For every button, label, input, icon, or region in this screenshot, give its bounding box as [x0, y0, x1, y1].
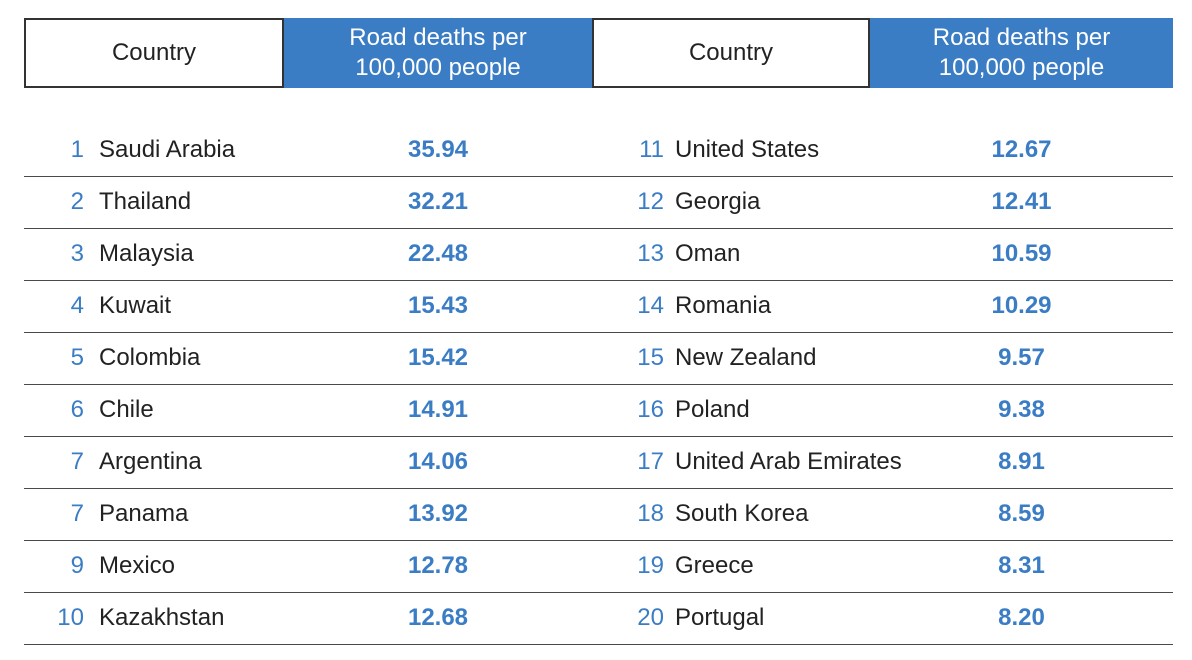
rank-number: 7 — [70, 500, 84, 527]
road-deaths-value: 8.31 — [998, 552, 1045, 579]
rank-number: 11 — [639, 136, 664, 163]
road-deaths-value: 15.42 — [407, 344, 469, 371]
table-row: 18 South Korea 8.59 — [592, 489, 1173, 541]
road-deaths-value: 12.78 — [407, 552, 469, 579]
table-row: 7 Argentina 14.06 — [24, 437, 592, 489]
road-deaths-value: 35.94 — [407, 136, 469, 163]
road-deaths-value: 9.57 — [998, 344, 1045, 371]
country-name: Thailand — [99, 188, 192, 215]
rank-number: 3 — [70, 240, 84, 267]
rank-number: 4 — [70, 292, 84, 319]
country-name: Romania — [675, 292, 772, 319]
rank-number: 2 — [70, 188, 84, 215]
country-name: South Korea — [675, 500, 809, 527]
road-deaths-value: 12.41 — [991, 188, 1052, 215]
table-row: 7 Panama 13.92 — [24, 489, 592, 541]
country-name: United States — [675, 136, 820, 163]
rank-number: 9 — [70, 552, 84, 579]
road-deaths-value: 12.67 — [991, 136, 1052, 163]
rank-number: 14 — [637, 292, 664, 319]
road-deaths-value: 8.20 — [998, 604, 1045, 631]
road-deaths-value: 8.59 — [998, 500, 1045, 527]
rank-number: 5 — [70, 344, 84, 371]
rank-number: 20 — [637, 604, 664, 631]
table-row: 3 Malaysia 22.48 — [24, 229, 592, 281]
road-deaths-value: 15.43 — [407, 292, 469, 319]
table-row: 1 Saudi Arabia 35.94 — [24, 125, 592, 177]
table-row: 15 New Zealand 9.57 — [592, 333, 1173, 385]
country-name: Kuwait — [99, 292, 172, 319]
rank-number: 13 — [637, 240, 664, 267]
table-row: 5 Colombia 15.42 — [24, 333, 592, 385]
table-row: 17 United Arab Emirates 8.91 — [592, 437, 1173, 489]
rank-number: 19 — [637, 552, 664, 579]
header-metric-right-label: Road deaths per 100,000 people — [932, 24, 1111, 81]
table-row: 11 United States 12.67 — [592, 125, 1173, 177]
country-name: Colombia — [99, 344, 201, 371]
table-row: 4 Kuwait 15.43 — [24, 281, 592, 333]
rank-number: 17 — [637, 448, 664, 475]
rank-number: 1 — [70, 136, 84, 163]
country-name: Kazakhstan — [99, 604, 225, 631]
header-metric-right: Road deaths per 100,000 people — [870, 18, 1173, 88]
table-row: 14 Romania 10.29 — [592, 281, 1173, 333]
header-metric-left: Road deaths per 100,000 people — [284, 18, 592, 88]
road-deaths-value: 14.06 — [407, 448, 469, 475]
country-name: Oman — [675, 240, 741, 267]
country-name: Portugal — [675, 604, 765, 631]
table-row: 12 Georgia 12.41 — [592, 177, 1173, 229]
road-deaths-value: 13.92 — [407, 500, 469, 527]
header-country-right: Country — [592, 18, 870, 88]
country-name: Chile — [99, 396, 154, 423]
road-deaths-value: 22.48 — [407, 240, 469, 267]
country-name: New Zealand — [675, 344, 817, 371]
country-name: Saudi Arabia — [99, 136, 236, 163]
country-name: Mexico — [99, 552, 176, 579]
road-deaths-value: 14.91 — [407, 396, 469, 423]
country-name: Georgia — [675, 188, 761, 215]
road-deaths-value: 9.38 — [998, 396, 1045, 423]
table-row: 19 Greece 8.31 — [592, 541, 1173, 593]
rank-number: 7 — [70, 448, 84, 475]
country-name: Poland — [675, 396, 750, 423]
road-deaths-value: 10.29 — [991, 292, 1052, 319]
header-country-left: Country — [24, 18, 284, 88]
road-deaths-value: 8.91 — [998, 448, 1045, 475]
table-row: 20 Portugal 8.20 — [592, 593, 1173, 645]
table-row: 10 Kazakhstan 12.68 — [24, 593, 592, 645]
table-row: 9 Mexico 12.78 — [24, 541, 592, 593]
table-row: 16 Poland 9.38 — [592, 385, 1173, 437]
country-name: Greece — [675, 552, 754, 579]
rank-number: 6 — [70, 396, 84, 423]
table-row: 2 Thailand 32.21 — [24, 177, 592, 229]
table-row: 6 Chile 14.91 — [24, 385, 592, 437]
road-deaths-value: 32.21 — [407, 188, 469, 215]
country-name: Malaysia — [99, 240, 194, 267]
rank-number: 15 — [637, 344, 664, 371]
rank-number: 10 — [57, 604, 84, 631]
country-name: Panama — [99, 500, 189, 527]
header-country-left-label: Country — [111, 39, 197, 66]
header-metric-left-label: Road deaths per 100,000 people — [349, 24, 527, 81]
road-deaths-value: 12.68 — [407, 604, 469, 631]
rank-number: 12 — [637, 188, 664, 215]
rank-number: 18 — [637, 500, 664, 527]
table-row: 13 Oman 10.59 — [592, 229, 1173, 281]
header-country-right-label: Country — [688, 39, 774, 66]
road-deaths-value: 10.59 — [991, 240, 1052, 267]
rank-number: 16 — [637, 396, 664, 423]
country-name: United Arab Emirates — [675, 448, 902, 475]
country-name: Argentina — [99, 448, 202, 475]
